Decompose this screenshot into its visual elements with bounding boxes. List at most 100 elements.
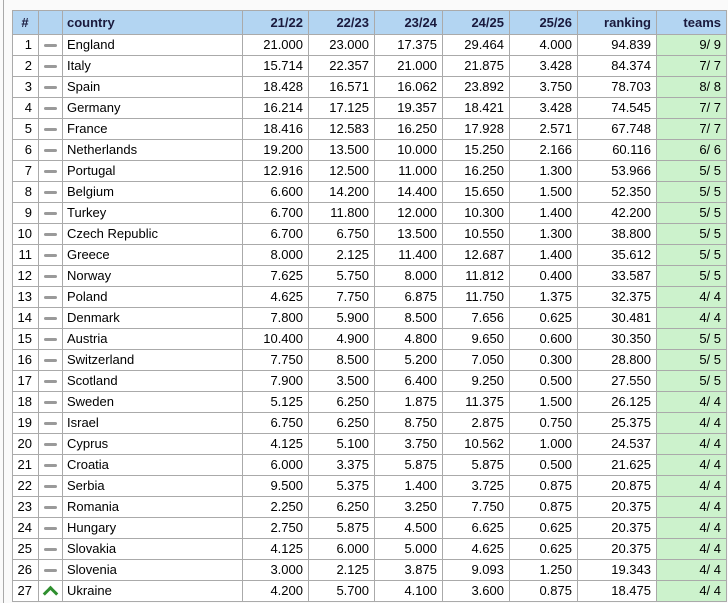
mover-cell <box>38 412 63 434</box>
season-cell: 6.700 <box>242 202 309 224</box>
season-cell: 3.000 <box>242 559 309 581</box>
season-cell: 19.200 <box>242 139 309 161</box>
table-row: 5 France 18.416 12.583 16.250 17.928 2.571 67.7… <box>12 118 727 140</box>
season-cell: 13.500 <box>374 223 443 245</box>
teams-cell: 4/ 4 <box>656 517 727 539</box>
dash-icon <box>44 548 57 552</box>
header-ranking: ranking <box>577 10 657 35</box>
country-cell: Netherlands <box>62 139 243 161</box>
header-country: country <box>62 10 243 35</box>
mover-cell <box>38 244 63 266</box>
ranking-cell: 19.343 <box>577 559 657 581</box>
season-cell: 16.214 <box>242 97 309 119</box>
mover-cell <box>38 202 63 224</box>
season-cell: 6.625 <box>442 517 510 539</box>
season-cell: 5.375 <box>308 475 375 497</box>
country-cell: Romania <box>62 496 243 518</box>
season-cell: 0.500 <box>509 370 578 392</box>
season-cell: 21.000 <box>374 55 443 77</box>
rank-cell: 12 <box>12 265 39 287</box>
season-cell: 3.500 <box>308 370 375 392</box>
rank-cell: 23 <box>12 496 39 518</box>
season-cell: 9.250 <box>442 370 510 392</box>
season-cell: 5.200 <box>374 349 443 371</box>
season-cell: 1.250 <box>509 559 578 581</box>
teams-cell: 4/ 4 <box>656 454 727 476</box>
season-cell: 12.500 <box>308 160 375 182</box>
ranking-cell: 27.550 <box>577 370 657 392</box>
country-cell: Spain <box>62 76 243 98</box>
teams-cell: 8/ 8 <box>656 76 727 98</box>
country-cell: Croatia <box>62 454 243 476</box>
season-cell: 1.500 <box>509 391 578 413</box>
season-cell: 6.400 <box>374 370 443 392</box>
season-cell: 4.900 <box>308 328 375 350</box>
ranking-cell: 84.374 <box>577 55 657 77</box>
header-season-23-24: 23/24 <box>374 10 443 35</box>
season-cell: 5.875 <box>308 517 375 539</box>
season-cell: 6.700 <box>242 223 309 245</box>
season-cell: 6.750 <box>242 412 309 434</box>
teams-cell: 7/ 7 <box>656 97 727 119</box>
season-cell: 5.000 <box>374 538 443 560</box>
rank-cell: 5 <box>12 118 39 140</box>
table-row: 27 Ukraine 4.200 5.700 4.100 3.600 0.875 18.475… <box>12 580 727 602</box>
season-cell: 16.250 <box>374 118 443 140</box>
season-cell: 5.875 <box>442 454 510 476</box>
ranking-cell: 30.481 <box>577 307 657 329</box>
season-cell: 0.750 <box>509 412 578 434</box>
table-row: 15 Austria 10.400 4.900 4.800 9.650 0.600 30.35… <box>12 328 727 350</box>
country-cell: Germany <box>62 97 243 119</box>
country-cell: Switzerland <box>62 349 243 371</box>
rank-cell: 8 <box>12 181 39 203</box>
rank-cell: 18 <box>12 391 39 413</box>
season-cell: 3.250 <box>374 496 443 518</box>
teams-cell: 4/ 4 <box>656 286 727 308</box>
season-cell: 6.600 <box>242 181 309 203</box>
mover-cell <box>38 538 63 560</box>
dash-icon <box>44 359 57 363</box>
table-row: 7 Portugal 12.916 12.500 11.000 16.250 1.300 53… <box>12 160 727 182</box>
season-cell: 7.050 <box>442 349 510 371</box>
season-cell: 10.000 <box>374 139 443 161</box>
season-cell: 0.600 <box>509 328 578 350</box>
dash-icon <box>44 443 57 447</box>
country-cell: Scotland <box>62 370 243 392</box>
dash-icon <box>44 296 57 300</box>
season-cell: 1.300 <box>509 160 578 182</box>
season-cell: 0.875 <box>509 475 578 497</box>
dash-icon <box>44 506 57 510</box>
rank-cell: 11 <box>12 244 39 266</box>
teams-cell: 5/ 5 <box>656 265 727 287</box>
rank-cell: 15 <box>12 328 39 350</box>
country-cell: Denmark <box>62 307 243 329</box>
season-cell: 3.875 <box>374 559 443 581</box>
country-cell: Serbia <box>62 475 243 497</box>
teams-cell: 7/ 7 <box>656 118 727 140</box>
season-cell: 8.750 <box>374 412 443 434</box>
header-mover <box>38 10 63 35</box>
mover-cell <box>38 496 63 518</box>
table-header-row: # country 21/22 22/23 23/24 24/25 25/26 ranking… <box>12 10 727 35</box>
season-cell: 8.500 <box>374 307 443 329</box>
header-season-25-26: 25/26 <box>509 10 578 35</box>
mover-cell <box>38 454 63 476</box>
season-cell: 11.800 <box>308 202 375 224</box>
season-cell: 6.000 <box>308 538 375 560</box>
country-cell: Sweden <box>62 391 243 413</box>
ranking-cell: 53.966 <box>577 160 657 182</box>
ranking-cell: 94.839 <box>577 34 657 56</box>
season-cell: 5.125 <box>242 391 309 413</box>
teams-cell: 7/ 7 <box>656 55 727 77</box>
mover-cell <box>38 181 63 203</box>
season-cell: 4.625 <box>242 286 309 308</box>
season-cell: 1.000 <box>509 433 578 455</box>
dash-icon <box>44 212 57 216</box>
country-cell: Cyprus <box>62 433 243 455</box>
country-cell: England <box>62 34 243 56</box>
season-cell: 4.200 <box>242 580 309 602</box>
teams-cell: 4/ 4 <box>656 559 727 581</box>
rank-cell: 22 <box>12 475 39 497</box>
season-cell: 3.428 <box>509 55 578 77</box>
header-rank: # <box>12 10 39 35</box>
